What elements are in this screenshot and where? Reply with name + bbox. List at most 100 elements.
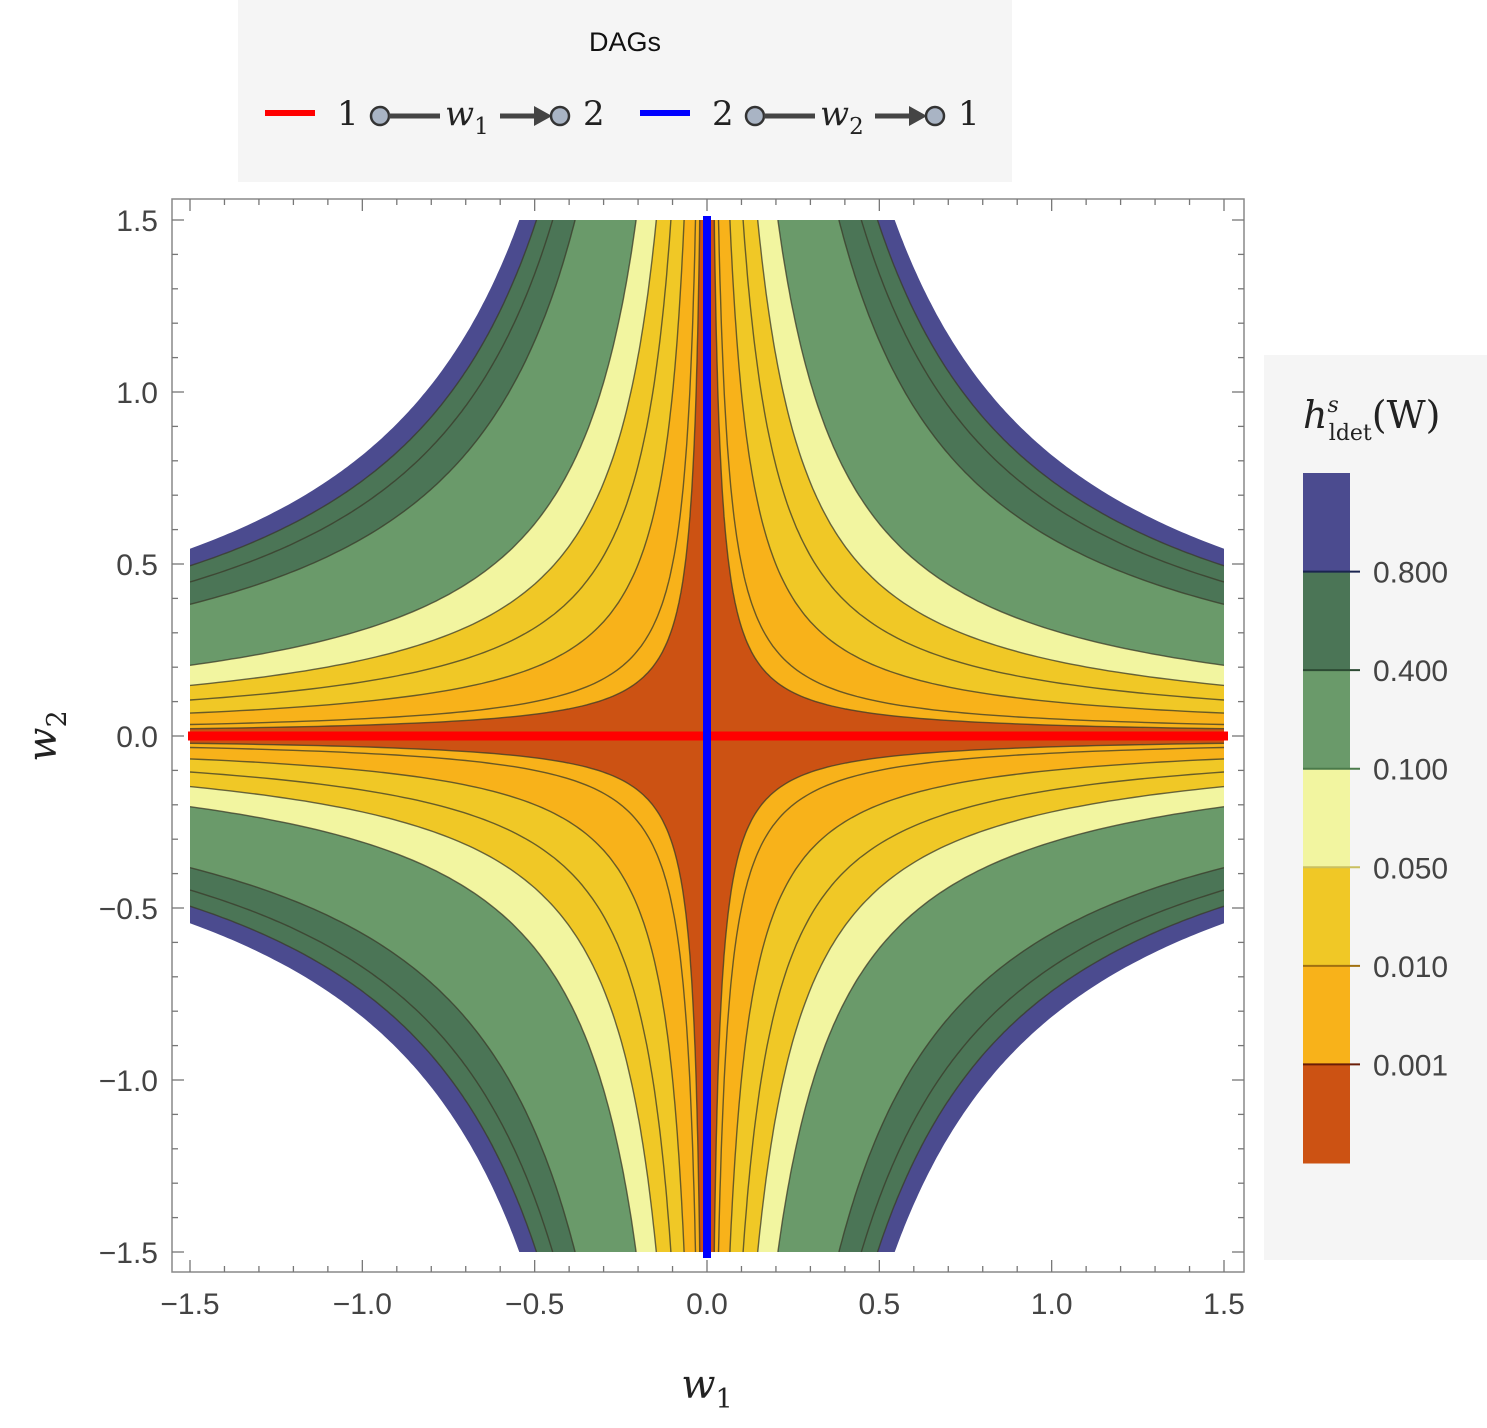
y-tick-label: −1.5	[99, 1237, 158, 1270]
contour-line	[190, 220, 685, 714]
contour-line	[838, 220, 1224, 605]
contour-band	[190, 736, 707, 1252]
contour-line	[860, 889, 1224, 1252]
x-tick-label: −0.5	[505, 1288, 564, 1321]
colorbar-band	[1303, 571, 1350, 671]
contour-line	[777, 806, 1224, 1252]
x-tick-label: 1.5	[1203, 1288, 1245, 1321]
contour-line	[190, 220, 538, 567]
node-icon	[924, 105, 946, 127]
legend: DAGs 1 w1 2 2 w2 1	[238, 0, 1012, 182]
x-tick-label: −1.0	[333, 1288, 392, 1321]
y-axis-label: w2	[20, 710, 73, 761]
y-tick-label: 1.5	[116, 205, 158, 238]
legend-dag-2-source: 2	[712, 94, 734, 134]
colorbar-label: 0.001	[1373, 1049, 1448, 1082]
legend-background	[238, 0, 1012, 182]
contour-line	[190, 867, 576, 1252]
contour-line	[777, 220, 1224, 666]
axis-ticks	[172, 199, 1244, 1272]
contour-line	[190, 220, 554, 583]
colorbar-label: 0.100	[1373, 754, 1448, 787]
contour-line	[190, 785, 657, 1252]
contour-line	[190, 905, 538, 1252]
y-tick-label: 0.0	[116, 721, 158, 754]
legend-entry-dag-1: 1 w1 2	[265, 94, 605, 140]
contour-line	[190, 220, 697, 726]
y-tick-label: 1.0	[116, 377, 158, 410]
x-tick-label: 0.0	[686, 1288, 728, 1321]
colorbar-labels: 0.800 0.400 0.100 0.050 0.010 0.001	[1373, 557, 1448, 1083]
contour-band	[707, 736, 1224, 1252]
colorbar-label: 0.050	[1373, 852, 1448, 885]
contour-band	[707, 736, 1224, 1252]
contour-bands	[190, 220, 1224, 1252]
contour-line	[757, 785, 1224, 1252]
contour-line	[190, 758, 685, 1252]
contour-line	[729, 220, 1224, 714]
contour-band	[190, 736, 707, 1252]
contour-line	[713, 220, 1224, 730]
contour-line	[190, 771, 672, 1252]
contour-line	[742, 220, 1224, 701]
x-tick-label: −1.5	[160, 1288, 219, 1321]
contour-line	[742, 771, 1224, 1252]
colorbar-background	[1264, 355, 1487, 1260]
colorbar-band	[1303, 670, 1350, 770]
y-tick-label: −1.0	[99, 1065, 158, 1098]
contour-line	[190, 889, 554, 1252]
contour-band	[190, 220, 707, 736]
y-tick-label: 0.5	[116, 549, 158, 582]
contour-line	[190, 806, 637, 1252]
x-tick-label: 0.5	[858, 1288, 900, 1321]
colorbar-label: 0.400	[1373, 655, 1448, 688]
contour-line	[876, 905, 1224, 1252]
contour-line	[860, 220, 1224, 583]
contour-band	[707, 220, 1224, 736]
y-tick-labels: 1.5 1.0 0.5 0.0 −0.5 −1.0 −1.5	[99, 205, 158, 1270]
y-tick-label: −0.5	[99, 893, 158, 926]
legend-dag-2-target: 1	[958, 94, 980, 134]
colorbar-band	[1303, 867, 1350, 967]
colorbar-band	[1303, 768, 1350, 868]
colorbar-bands	[1303, 473, 1360, 1164]
node-icon	[744, 105, 766, 127]
contour-line	[729, 758, 1224, 1252]
legend-dag-1-source: 1	[337, 94, 359, 134]
legend-title: DAGs	[589, 27, 661, 57]
arrowhead-icon	[909, 106, 927, 126]
legend-entry-dag-2: 2 w2 1	[640, 94, 980, 140]
contour-band	[707, 220, 1224, 736]
x-tick-labels: −1.5 −1.0 −0.5 0.0 0.5 1.0 1.5	[160, 1288, 1244, 1321]
node-icon	[369, 105, 391, 127]
contour-line	[190, 220, 657, 687]
contour-line	[190, 220, 701, 730]
colorbar-title: hs ldet(W)	[1303, 393, 1440, 446]
colorbar-band	[1303, 965, 1350, 1065]
legend-dag-1-weight: w1	[445, 94, 489, 140]
legend-dag-2-weight: w2	[820, 94, 864, 140]
arrowhead-icon	[534, 106, 552, 126]
contour-line	[713, 742, 1224, 1252]
contour-line	[190, 746, 697, 1252]
plot-area: −1.5 −1.0 −0.5 0.0 0.5 1.0 1.5 1.5 1.0 0.5 0.0 −0.…	[99, 198, 1245, 1321]
colorbar-label: 0.800	[1373, 557, 1448, 590]
contour-line	[757, 220, 1224, 687]
contour-line	[717, 746, 1224, 1252]
x-tick-label: 1.0	[1031, 1288, 1073, 1321]
contour-line	[717, 220, 1224, 726]
contour-band	[190, 220, 707, 736]
contour-line	[190, 220, 637, 666]
colorbar: hs ldet(W) 0.800 0.400 0.100 0.050 0.010 0.001	[1264, 355, 1487, 1260]
colorbar-band	[1303, 1064, 1350, 1164]
x-axis-label: w1	[681, 1362, 732, 1415]
colorbar-band	[1303, 473, 1350, 573]
contour-line	[190, 742, 701, 1252]
node-icon	[549, 105, 571, 127]
legend-dag-1-target: 2	[583, 94, 605, 134]
contour-line	[190, 220, 576, 605]
contour-line	[190, 220, 672, 701]
contour-line	[876, 220, 1224, 567]
contour-line	[838, 867, 1224, 1252]
